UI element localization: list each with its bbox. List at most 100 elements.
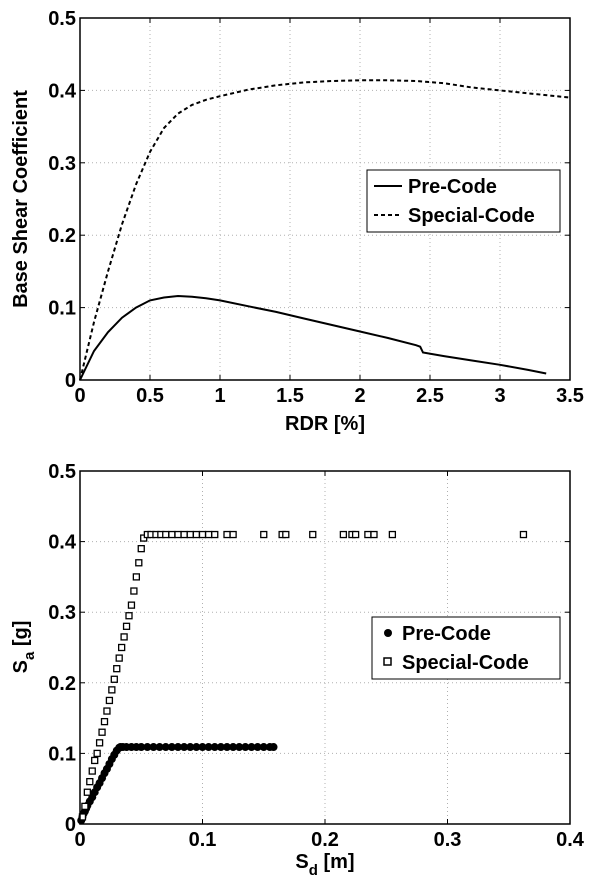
point-pre-code-29 [167,743,176,752]
y-tick-label-1-0: 0 [65,370,76,392]
legend-box-2 [371,616,561,680]
x-tick-label-1-6: 3 [494,385,505,407]
x-tick-label-2-4: 0.4 [556,829,585,851]
x-tick-label-1-1: 0.5 [136,385,164,407]
point-pre-code-43 [253,743,262,752]
point-special-code-12 [108,686,116,694]
legend-marker-special-code [383,657,392,666]
y-axis-label-2-main: S [10,660,32,673]
point-special-code-18 [122,622,131,630]
point-pre-code-33 [192,743,201,752]
x-axis-label-2-unit: [m] [318,851,355,873]
point-special-code-37 [204,530,213,539]
series-line-pre-code [79,294,547,381]
point-special-code-31 [168,530,176,539]
point-special-code-24 [137,545,145,553]
y-axis-label-2: Sa [g] [10,621,38,674]
point-special-code-4 [88,767,96,775]
y-tick-label-2-1: 0.1 [48,743,76,765]
point-pre-code-30 [174,743,182,752]
point-special-code-16 [118,643,126,652]
point-special-code-21 [130,587,138,595]
y-tick-label-1-1: 0.1 [48,298,76,320]
point-special-code-15 [115,654,123,662]
point-special-code-11 [105,696,114,705]
point-pre-code-46 [269,743,278,752]
point-special-code-36 [198,530,207,539]
series-layer-1 [79,79,571,381]
y-tick-label-2-2: 0.2 [48,673,76,695]
x-axis-label-2: Sd [m] [295,851,354,879]
y-tick-label-2-0: 0 [65,814,76,836]
point-special-code-45 [339,530,348,539]
point-special-code-22 [132,573,141,581]
plot-frame-1 [79,17,571,381]
point-pre-code-41 [241,743,250,752]
ticks-1: 0 0.5 1 1.5 2 2.5 3 3.5 0 0.1 0.2 0.3 0.4 0.5 [48,8,584,407]
y-tick-label-2-5: 0.5 [48,461,76,483]
point-pre-code-34 [198,743,207,752]
point-pre-code-32 [186,743,195,752]
legend-marker-pre-code [384,629,392,637]
legend-label-pre-code: Pre-Code [408,176,497,198]
legend-label-special-code-2: Special-Code [402,652,529,674]
chart-rdr-base-shear: 0 0.5 1 1.5 2 2.5 3 3.5 0 0.1 0.2 0.3 0.4 0.5 RDR [%]… [10,8,584,435]
x-tick-label-1-0: 0 [74,385,85,407]
x-axis-label-2-main: S [295,851,308,873]
point-special-code-39 [223,530,231,539]
point-special-code-13 [110,675,118,683]
x-tick-label-1-2: 1 [214,385,225,407]
series-line-special-code [79,79,571,381]
point-pre-code-39 [229,743,238,752]
point-pre-code-35 [204,743,213,752]
y-tick-label-1-5: 0.5 [48,8,76,30]
point-special-code-23 [135,559,143,567]
point-pre-code-36 [210,743,219,752]
point-pre-code-24 [137,743,146,752]
point-special-code-6 [93,749,101,758]
point-special-code-17 [120,633,128,641]
x-tick-label-2-3: 0.3 [434,829,462,851]
point-special-code-41 [260,530,268,539]
point-special-code-5 [91,756,99,765]
legend-1: Pre-Code Special-Code [366,169,561,233]
point-special-code-50 [388,530,397,539]
point-special-code-10 [103,707,111,715]
point-special-code-1 [81,802,89,810]
y-axis-label-2-unit: [g] [10,621,32,652]
point-special-code-48 [364,530,372,539]
point-special-code-9 [100,717,109,726]
point-pre-code-44 [259,743,268,752]
point-special-code-30 [162,530,170,539]
y-tick-label-1-2: 0.2 [48,225,76,247]
point-pre-code-37 [216,743,225,752]
point-pre-code-27 [155,743,164,752]
y-tick-label-2-3: 0.3 [48,602,76,624]
point-special-code-40 [229,530,237,539]
y-axis-label-2-sub: a [21,651,38,660]
point-special-code-51 [519,530,528,539]
legend-label-special-code: Special-Code [408,205,535,227]
chart-sd-sa: 0 0.1 0.2 0.3 0.4 0 0.1 0.2 0.3 0.4 0.5 Sd [m] Sa … [10,461,585,879]
legend-label-pre-code-2: Pre-Code [402,623,491,645]
point-pre-code-28 [161,743,170,752]
point-pre-code-40 [235,743,244,752]
point-special-code-34 [186,530,194,539]
point-special-code-49 [370,530,378,539]
point-pre-code-31 [180,743,189,752]
point-special-code-44 [309,530,317,539]
point-special-code-19 [125,612,133,620]
legend-box-1 [366,169,561,233]
point-special-code-32 [174,530,182,539]
point-special-code-38 [211,530,219,539]
point-pre-code-26 [149,743,158,752]
point-special-code-20 [127,601,136,609]
x-tick-label-2-2: 0.2 [311,829,339,851]
point-special-code-33 [180,530,188,539]
x-tick-label-1-4: 2 [354,385,365,407]
point-special-code-35 [192,530,201,539]
x-tick-label-1-7: 3.5 [556,385,584,407]
x-tick-label-1-5: 2.5 [416,385,444,407]
point-special-code-47 [351,530,360,539]
